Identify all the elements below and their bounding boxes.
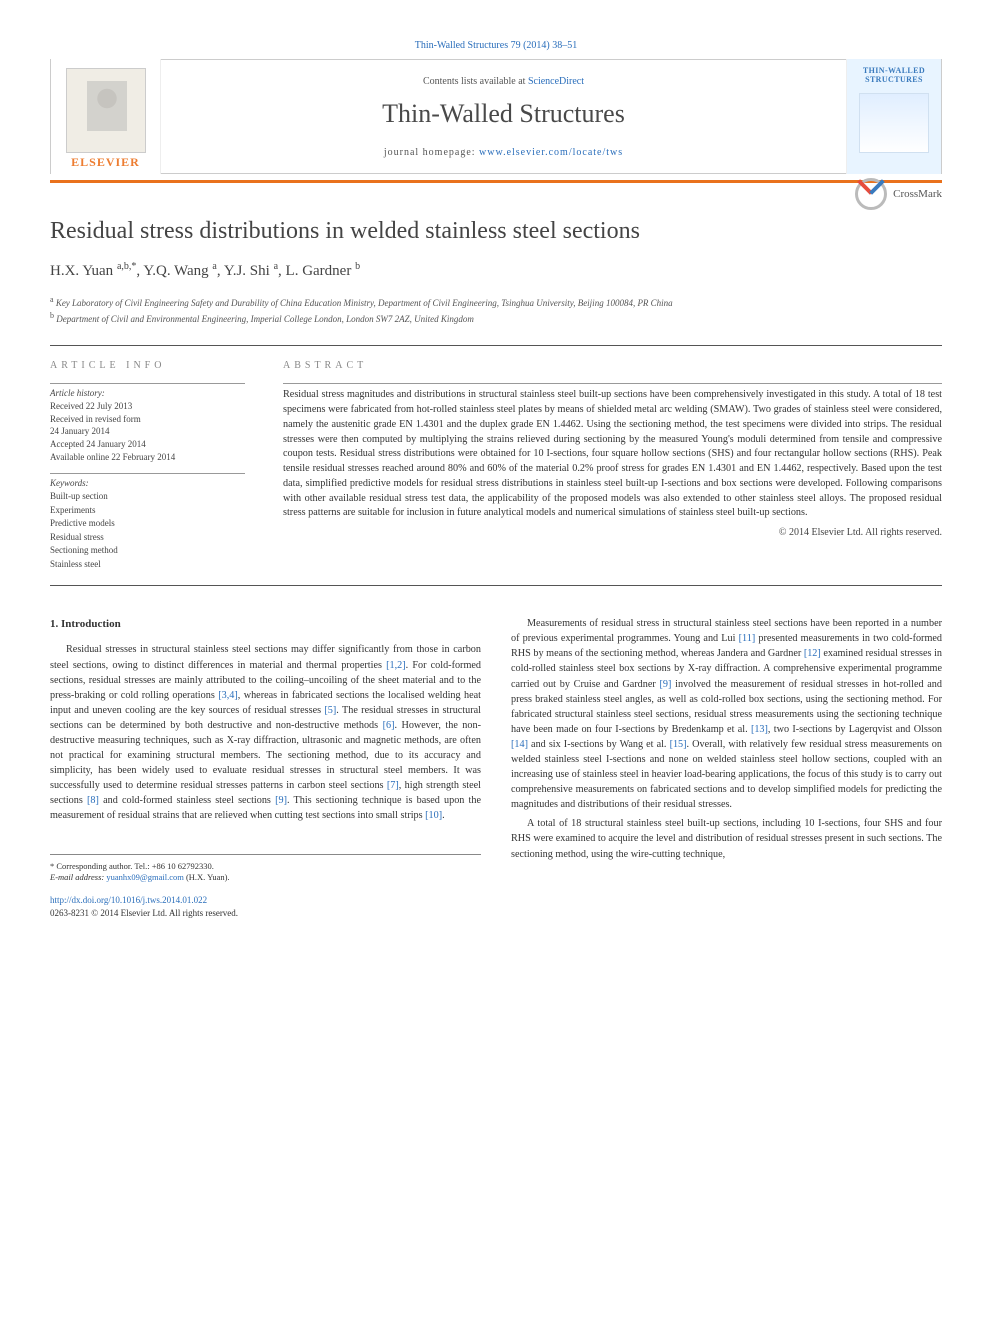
cite-9a[interactable]: [9] [275,795,287,806]
journal-homepage: journal homepage: www.elsevier.com/locat… [181,147,826,158]
body-para-3: A total of 18 structural stainless steel… [511,816,942,861]
elsevier-tree-icon [66,68,146,153]
cite-11[interactable]: [11] [739,633,756,644]
issn-copyright: 0263-8231 © 2014 Elsevier Ltd. All right… [50,908,238,918]
email-suffix: (H.X. Yuan). [184,872,230,882]
cite-12[interactable]: [12] [804,648,821,659]
cite-8[interactable]: [8] [87,795,99,806]
elsevier-logo[interactable]: ELSEVIER [51,59,161,174]
body-para-2: Measurements of residual stress in struc… [511,616,942,812]
footer-links: http://dx.doi.org/10.1016/j.tws.2014.01.… [50,894,481,919]
article-info-column: ARTICLE INFO Article history: Received 2… [50,360,245,571]
corr-email-link[interactable]: yuanhx09@gmail.com [106,872,183,882]
cover-art-icon [859,93,929,153]
body-col-left: 1. Introduction Residual stresses in str… [50,616,481,919]
orange-divider [50,180,942,183]
body-para-1: Residual stresses in structural stainles… [50,642,481,823]
cite-10[interactable]: [10] [425,810,442,821]
p1g: and cold-formed stainless steel sections [99,795,275,806]
section-1-heading: 1. Introduction [50,616,481,632]
keywords-list: Built-up sectionExperimentsPredictive mo… [50,490,245,571]
p2e: , two I-sections by Lagerqvist and Olsso… [768,724,942,735]
crossmark-badge[interactable]: CrossMark [855,178,942,210]
cite-13[interactable]: [13] [751,724,768,735]
elsevier-label: ELSEVIER [71,155,140,170]
affiliation-b: Department of Civil and Environmental En… [56,314,474,324]
journal-title: Thin-Walled Structures [181,99,826,129]
journal-header: ELSEVIER Contents lists available at Sci… [50,59,942,174]
p2f: and six I-sections by Wang et al. [528,739,670,750]
corr-author-line: * Corresponding author. Tel.: +86 10 627… [50,861,481,873]
affiliation-a: Key Laboratory of Civil Engineering Safe… [56,298,673,308]
body-columns: 1. Introduction Residual stresses in str… [50,616,942,919]
cite-14[interactable]: [14] [511,739,528,750]
abstract-hr [283,383,942,384]
email-line: E-mail address: yuanhx09@gmail.com (H.X.… [50,872,481,884]
author-list: H.X. Yuan a,b,*, Y.Q. Wang a, Y.J. Shi a… [50,261,942,280]
crossmark-label: CrossMark [893,188,942,200]
abstract-heading: ABSTRACT [283,360,942,371]
info-hr-1 [50,383,245,384]
article-title: Residual stress distributions in welded … [50,218,942,245]
cite-15[interactable]: [15] [670,739,687,750]
info-hr-2 [50,473,245,474]
homepage-link[interactable]: www.elsevier.com/locate/tws [479,147,623,158]
sciencedirect-link[interactable]: ScienceDirect [528,76,584,87]
cite-5[interactable]: [5] [324,705,336,716]
crossmark-icon [855,178,887,210]
abstract-copyright: © 2014 Elsevier Ltd. All rights reserved… [283,527,942,538]
history-block: Received 22 July 2013Received in revised… [50,400,245,463]
doi-link[interactable]: http://dx.doi.org/10.1016/j.tws.2014.01.… [50,895,207,905]
contents-prefix: Contents lists available at [423,76,528,87]
abstract-column: ABSTRACT Residual stress magnitudes and … [283,360,942,571]
journal-cover-thumbnail[interactable]: THIN-WALLED STRUCTURES [846,59,941,174]
homepage-prefix: journal homepage: [384,147,479,158]
affiliations: a Key Laboratory of Civil Engineering Sa… [50,294,942,325]
footnote-block: * Corresponding author. Tel.: +86 10 627… [50,854,481,885]
history-label: Article history: [50,388,245,398]
cite-6[interactable]: [6] [383,720,395,731]
body-col-right: Measurements of residual stress in struc… [511,616,942,919]
header-center: Contents lists available at ScienceDirec… [161,66,846,168]
p1i: . [442,810,445,821]
abstract-text: Residual stress magnitudes and distribut… [283,388,942,521]
cover-title: THIN-WALLED STRUCTURES [847,67,941,85]
email-label: E-mail address: [50,872,106,882]
cite-9b[interactable]: [9] [660,679,672,690]
keywords-label: Keywords: [50,478,245,488]
cite-3-4[interactable]: [3,4] [218,690,238,701]
cite-1-2[interactable]: [1,2] [386,660,406,671]
top-citation[interactable]: Thin-Walled Structures 79 (2014) 38–51 [50,40,942,51]
article-info-heading: ARTICLE INFO [50,360,245,371]
contents-line: Contents lists available at ScienceDirec… [181,76,826,87]
divider-top [50,345,942,346]
divider-bottom [50,585,942,586]
cite-7[interactable]: [7] [387,780,399,791]
